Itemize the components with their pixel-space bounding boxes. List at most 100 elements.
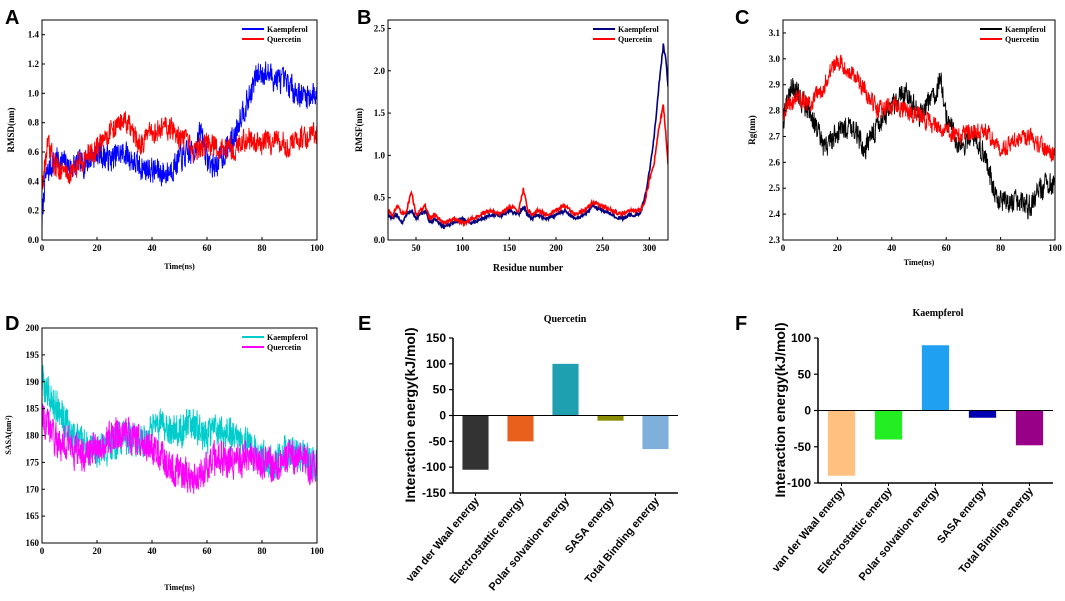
x-tick-label: 20 xyxy=(93,243,103,253)
bar-van-der-waal-energy xyxy=(827,410,856,476)
y-tick-label: 0.4 xyxy=(28,176,40,186)
bar-total-binding-energy xyxy=(642,415,669,450)
y-tick-label: 2.4 xyxy=(769,209,781,219)
panel-letter: B xyxy=(357,7,371,29)
bar-polar-solvation-energy xyxy=(552,363,579,416)
y-tick-label: 2.3 xyxy=(769,235,781,245)
y-tick-label: 1.2 xyxy=(28,59,40,69)
y-tick-label: 2.5 xyxy=(374,23,386,33)
panel-letter: D xyxy=(5,313,19,335)
series-line-kaempferol xyxy=(42,61,317,233)
x-axis-label: Time(ns) xyxy=(904,258,935,267)
y-tick-label: 0 xyxy=(804,404,811,418)
y-tick-label: 2.5 xyxy=(769,183,781,193)
x-axis-label: Time(ns) xyxy=(164,262,195,271)
plot-frame xyxy=(41,19,318,241)
y-tick-label: 0.2 xyxy=(28,206,40,216)
legend-label: Quercetin xyxy=(618,35,653,44)
category-label: Polar solvation energy xyxy=(487,495,573,594)
x-axis-label: Residue number xyxy=(493,263,564,274)
category-label: Total Binding energy xyxy=(583,495,663,587)
y-tick-label: 180 xyxy=(26,431,40,441)
panel-letter: A xyxy=(5,7,19,29)
x-tick-label: 80 xyxy=(258,243,268,253)
legend-label: Kaempferol xyxy=(267,25,309,34)
y-tick-label: 0.5 xyxy=(374,193,386,203)
x-tick-label: 0 xyxy=(40,243,45,253)
chart-title: Kaempferol xyxy=(913,308,964,319)
y-tick-label: 0.6 xyxy=(28,147,40,157)
x-tick-label: 20 xyxy=(833,243,843,253)
legend-label: Quercetin xyxy=(267,35,302,44)
y-tick-label: 0.8 xyxy=(28,118,40,128)
panel-a: A 0.0 0.2 0.4 0.6 0.8 1.0 1.2 1.4 0 20 40 60 80 100 Tim… xyxy=(5,7,324,271)
y-tick-label: 0.0 xyxy=(374,235,386,245)
x-tick-label: 40 xyxy=(148,546,158,556)
legend-label: Kaempferol xyxy=(267,333,309,342)
y-axis-label: Rg(nm) xyxy=(747,115,757,145)
y-tick-label: 2.6 xyxy=(769,157,781,167)
category-label: SASA energy xyxy=(935,485,989,546)
y-tick-label: 3.1 xyxy=(769,28,781,38)
x-tick-label: 60 xyxy=(203,243,213,253)
bar-electrostattic-energy xyxy=(874,410,903,440)
series-line-quercetin xyxy=(42,111,317,195)
y-tick-label: 2.7 xyxy=(769,131,781,141)
x-tick-label: 60 xyxy=(203,546,213,556)
y-tick-label: 160 xyxy=(26,538,40,548)
x-tick-label: 100 xyxy=(310,546,324,556)
y-tick-label: 195 xyxy=(26,350,40,360)
series-line-kaempferol xyxy=(783,72,1055,220)
x-tick-label: 0 xyxy=(781,243,786,253)
y-tick-label: 165 xyxy=(26,511,40,521)
x-tick-label: 150 xyxy=(503,243,517,253)
y-tick-label: 2.9 xyxy=(769,80,781,90)
panel-letter: C xyxy=(735,7,749,29)
y-axis-label: Interaction energy(kJ/mol) xyxy=(772,322,788,497)
y-tick-label: 1.0 xyxy=(374,150,386,160)
legend-label: Kaempferol xyxy=(1005,25,1047,34)
x-tick-label: 100 xyxy=(456,243,470,253)
bar-electrostattic-energy xyxy=(507,415,534,442)
legend-label: Quercetin xyxy=(267,343,302,352)
y-axis-label: SASA(nm²) xyxy=(4,415,13,455)
panel-b: B 0.0 0.5 1.0 1.5 2.0 2.5 50 100 150 200 250 300 Resi… xyxy=(354,7,669,274)
panel-letter: F xyxy=(735,313,747,335)
y-tick-label: -100 xyxy=(787,476,811,490)
x-tick-label: 40 xyxy=(887,243,897,253)
x-tick-label: 250 xyxy=(596,243,610,253)
series-line-quercetin xyxy=(42,403,317,494)
legend-label: Quercetin xyxy=(1005,35,1040,44)
x-tick-label: 80 xyxy=(258,546,268,556)
x-tick-label: 0 xyxy=(40,546,45,556)
y-tick-label: 1.0 xyxy=(28,88,40,98)
y-tick-label: 175 xyxy=(26,457,40,467)
bar-sasa-energy xyxy=(597,415,624,421)
y-tick-label: 2.8 xyxy=(769,106,781,116)
y-axis-label: Interaction energy(kJ/mol) xyxy=(402,327,418,502)
bar-total-binding-energy xyxy=(1015,410,1044,446)
y-tick-label: 100 xyxy=(426,357,446,371)
x-tick-label: 40 xyxy=(148,243,158,253)
y-tick-label: 185 xyxy=(26,404,40,414)
y-tick-label: 2.0 xyxy=(374,66,386,76)
y-tick-label: 50 xyxy=(433,383,447,397)
plot-frame xyxy=(387,19,669,241)
y-tick-label: 100 xyxy=(791,331,811,345)
y-tick-label: 190 xyxy=(26,377,40,387)
y-tick-label: -100 xyxy=(422,460,446,474)
y-tick-label: 170 xyxy=(26,484,40,494)
y-tick-label: 150 xyxy=(426,331,446,345)
x-tick-label: 60 xyxy=(942,243,952,253)
x-tick-label: 20 xyxy=(93,546,103,556)
legend-label: Kaempferol xyxy=(618,25,660,34)
bar-van-der-waal-energy xyxy=(462,415,489,470)
panel-c: C 2.3 2.4 2.5 2.6 2.7 2.8 2.9 3.0 3.1 0 20 40 60 80 100… xyxy=(735,7,1062,267)
category-label: Electrostattic energy xyxy=(448,495,528,587)
x-tick-label: 200 xyxy=(549,243,563,253)
panel-d: D 160 165 170 175 180 185 190 195 200 0 20 40 60 80 100… xyxy=(4,313,324,592)
x-tick-label: 100 xyxy=(310,243,324,253)
y-tick-label: 50 xyxy=(798,367,812,381)
